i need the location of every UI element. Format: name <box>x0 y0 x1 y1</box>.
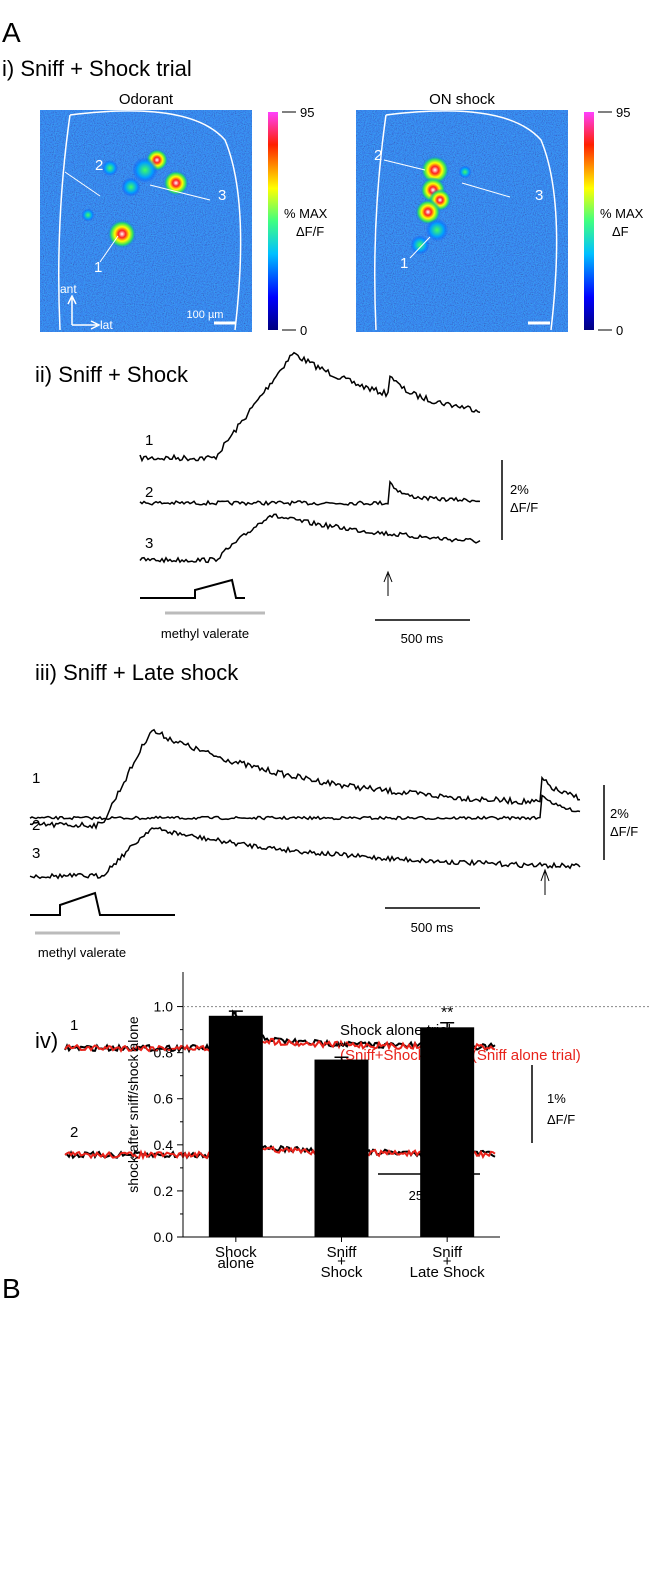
bar <box>315 1060 369 1237</box>
roi-label: 1 <box>400 255 408 272</box>
y-tick-label: 0.8 <box>154 1045 174 1061</box>
colorbar-label: ΔF <box>612 224 629 239</box>
section-title: iv) <box>35 1028 58 1053</box>
panel-label: B <box>2 1273 21 1304</box>
trace-label: 2 <box>32 817 40 834</box>
colorbar <box>584 112 594 330</box>
y-tick-label: 0.2 <box>154 1183 174 1199</box>
colorbar-label: % MAX <box>600 206 644 221</box>
image-title: Odorant <box>119 91 174 108</box>
x-tick-label: Sniff+Late Shock <box>410 1244 486 1281</box>
bar <box>420 1027 474 1237</box>
x-tick-label-line: Shock <box>321 1264 363 1281</box>
roi-label: 3 <box>535 187 543 204</box>
y-tick-label: 0.0 <box>154 1229 174 1245</box>
image-speckle <box>356 110 568 332</box>
colorbar-label: % MAX <box>284 206 328 221</box>
colorbar <box>268 112 278 330</box>
colorbar-max: 95 <box>300 105 314 120</box>
y-axis-label: shock after sniff/shock alone <box>125 1016 141 1193</box>
trace <box>30 730 580 828</box>
stimulus-label: methyl valerate <box>38 945 126 960</box>
error-bar <box>229 1011 243 1016</box>
bar <box>209 1016 263 1237</box>
x-tick-label-line: Late Shock <box>410 1264 486 1281</box>
section-title: iii) Sniff + Late shock <box>35 660 239 685</box>
trace-label: 1 <box>145 432 153 449</box>
significance-label: ** <box>335 1039 347 1056</box>
roi-label: 2 <box>95 157 103 174</box>
x-tick-label-line: alone <box>217 1255 254 1272</box>
time-scale-label: 500 ms <box>411 920 454 935</box>
amplitude-scale-label: 2% <box>510 482 529 497</box>
trace <box>30 828 580 879</box>
amplitude-scale-label: 2% <box>610 806 629 821</box>
colorbar-label: ΔF/F <box>296 224 324 239</box>
axis-label: ant <box>60 282 77 296</box>
trace-label: 1 <box>70 1017 78 1034</box>
trace-label: 3 <box>32 845 40 862</box>
scale-bar-label: 100 µm <box>187 309 224 321</box>
stimulus-trace <box>30 893 175 915</box>
activity-blob <box>102 160 118 176</box>
roi-label: 2 <box>374 147 382 164</box>
shock-arrow <box>541 870 549 895</box>
section-title: i) Sniff + Shock trial <box>2 56 192 81</box>
amplitude-scale-label: ΔF/F <box>510 500 538 515</box>
section-title: ii) Sniff + Shock <box>35 362 189 387</box>
y-tick-label: 0.6 <box>154 1091 174 1107</box>
colorbar-min: 0 <box>616 323 623 338</box>
figure: Ai) Sniff + Shock trial Odorant 2 3 1 95 0 % MA… <box>0 0 654 1571</box>
colorbar-min: 0 <box>300 323 307 338</box>
amplitude-scale-label: 1% <box>547 1091 566 1106</box>
y-tick-label: 1.0 <box>154 999 174 1015</box>
trace-label: 1 <box>32 770 40 787</box>
amplitude-scale-label: ΔF/F <box>547 1112 575 1127</box>
activity-blob <box>132 157 158 183</box>
trace <box>140 482 480 505</box>
significance-label: ** <box>441 1005 453 1022</box>
image-title: ON shock <box>429 91 495 108</box>
activity-blob <box>82 209 95 222</box>
y-tick-label: 0.4 <box>154 1137 174 1153</box>
trace-label: 3 <box>145 535 153 552</box>
stimulus-trace <box>140 580 245 598</box>
colorbar-max: 95 <box>616 105 630 120</box>
imaging-panel <box>356 110 568 332</box>
trace-label: 2 <box>70 1124 78 1141</box>
amplitude-scale-label: ΔF/F <box>610 824 638 839</box>
time-scale-label: 500 ms <box>401 631 444 646</box>
axis-label: lat <box>100 318 113 332</box>
roi-label: 1 <box>94 259 102 276</box>
trace-label: 2 <box>145 484 153 501</box>
stimulus-label: methyl valerate <box>161 626 249 641</box>
panel-label: A <box>2 17 21 48</box>
roi-label: 3 <box>218 187 226 204</box>
trace <box>140 353 480 461</box>
activity-blob <box>410 235 429 254</box>
x-tick-label: Sniff+Shock <box>321 1244 363 1281</box>
trace <box>140 514 480 562</box>
activity-blob <box>459 166 472 179</box>
shock-arrow <box>384 572 392 596</box>
